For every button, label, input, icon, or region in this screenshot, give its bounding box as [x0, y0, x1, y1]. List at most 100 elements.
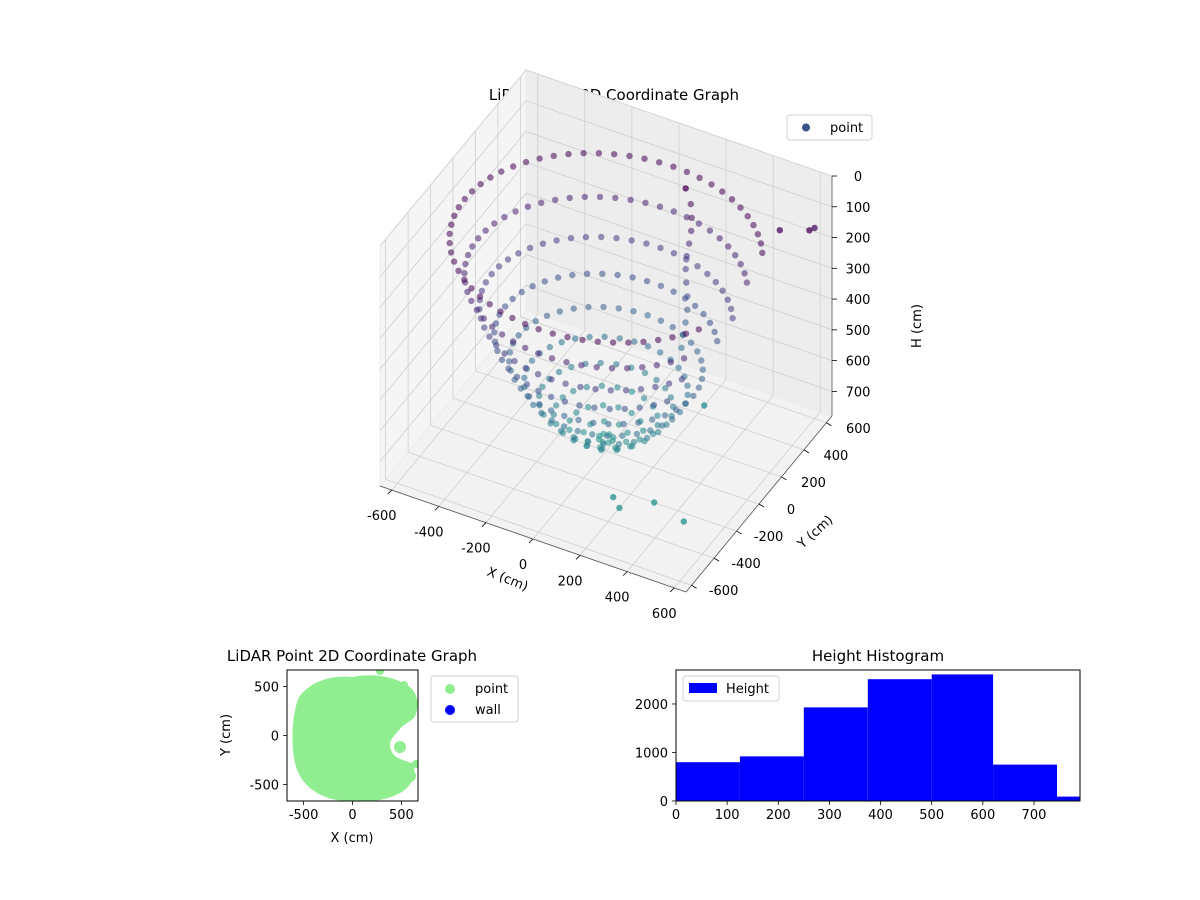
lidar-point — [601, 333, 608, 340]
lidar-point — [530, 401, 537, 409]
scatter2d-point-blob — [412, 760, 418, 768]
scatter2d-point-blob — [400, 681, 408, 689]
lidar-point — [628, 388, 636, 395]
lidar-point — [562, 380, 569, 387]
lidar-point — [744, 213, 751, 220]
x-grid-line — [438, 90, 586, 507]
lidar-point — [475, 235, 482, 242]
lidar-point — [653, 376, 660, 384]
scatter2d-point-blob — [394, 741, 406, 753]
lidar-point — [670, 163, 677, 170]
lidar-point — [570, 387, 577, 395]
lidar-point — [698, 375, 706, 383]
lidar-point — [591, 404, 598, 411]
lidar-point — [642, 199, 649, 206]
lidar-point — [683, 279, 690, 286]
lidar-point — [610, 493, 617, 501]
lidar-point — [684, 293, 691, 300]
histogram-bar — [739, 756, 804, 801]
lidar-point — [486, 333, 493, 340]
lidar-point — [557, 427, 565, 435]
lidar-point — [728, 196, 736, 203]
scatter2d-point-blob — [376, 670, 384, 675]
lidar-point — [543, 312, 551, 319]
lidar-point — [684, 391, 691, 399]
lidar-point — [541, 278, 548, 285]
histogram-legend-swatch — [689, 683, 717, 693]
lidar-point — [481, 324, 488, 331]
lidar-point — [561, 412, 568, 420]
lidar-point — [619, 432, 626, 439]
lidar-point — [529, 283, 536, 290]
lidar-point — [615, 440, 623, 448]
lidar-point — [462, 260, 469, 268]
lidar-point — [547, 407, 555, 414]
lidar-point — [577, 383, 584, 391]
lidar-point — [614, 271, 621, 279]
lidar-point — [468, 285, 475, 292]
lidar-point — [641, 155, 648, 162]
y-tick-label: 200 — [801, 476, 826, 491]
x-tick-mark — [622, 571, 628, 576]
lidar-point — [623, 438, 630, 445]
lidar-point — [590, 419, 597, 426]
lidar-point — [539, 383, 546, 391]
lidar-point — [687, 339, 695, 346]
z-tick-label: 200 — [846, 232, 871, 247]
lidar-point — [565, 150, 572, 158]
histogram-y-tick-label: 1000 — [635, 746, 668, 761]
lidar-point — [468, 188, 476, 195]
scatter3d-ylabel: Y (cm) — [794, 513, 836, 553]
lidar-point — [548, 355, 556, 362]
lidar-point — [732, 252, 739, 259]
scatter3d-legend-label: point — [830, 121, 863, 136]
lidar-point — [776, 227, 783, 234]
lidar-point — [640, 338, 647, 345]
lidar-point — [546, 343, 553, 351]
lidar-point — [477, 180, 484, 188]
lidar-point — [446, 230, 453, 237]
lidar-point — [523, 381, 531, 388]
lidar-point — [561, 398, 569, 405]
lidar-point — [555, 368, 563, 376]
lidar-point — [626, 152, 633, 160]
x-grid-line — [532, 123, 680, 540]
lidar-point — [517, 385, 525, 392]
lidar-point — [694, 348, 701, 355]
lidar-point — [528, 357, 536, 364]
x-tick-mark — [481, 522, 487, 527]
lidar-point — [566, 194, 573, 202]
lidar-point — [609, 339, 617, 346]
histogram-x-tick-label: 0 — [672, 808, 680, 823]
lidar-point — [595, 150, 603, 157]
lidar-point — [482, 279, 490, 286]
lidar-point — [573, 409, 580, 416]
lidar-point — [556, 308, 563, 315]
lidar-point — [552, 402, 560, 409]
lidar-point — [605, 420, 612, 428]
y-tick-label: 400 — [824, 449, 849, 464]
y-tick-label: -600 — [709, 584, 739, 599]
lidar-point — [664, 398, 671, 405]
lidar-point — [480, 315, 487, 322]
lidar-point — [656, 159, 663, 166]
lidar-point — [657, 317, 665, 324]
lidar-point — [694, 263, 701, 270]
scatter2d-y-tick-label: 500 — [254, 681, 279, 696]
scatter2d-x-tick-label: 0 — [348, 808, 356, 823]
lidar-point — [592, 386, 599, 393]
x-grid-line — [579, 139, 727, 556]
lidar-point — [493, 342, 500, 349]
histogram-frame — [675, 669, 1081, 802]
lidar-point — [682, 330, 690, 337]
lidar-point — [574, 427, 581, 435]
lidar-point — [581, 193, 588, 201]
lidar-point — [757, 240, 765, 247]
z-tick-label: 600 — [846, 355, 871, 370]
y-grid-line — [430, 185, 737, 532]
histogram-x-tick-label: 300 — [817, 808, 842, 823]
y-tick-label: -200 — [754, 530, 784, 545]
z-tick-label: 400 — [846, 293, 871, 308]
scatter3d-legend: point — [786, 114, 873, 141]
lidar-point — [644, 343, 652, 350]
